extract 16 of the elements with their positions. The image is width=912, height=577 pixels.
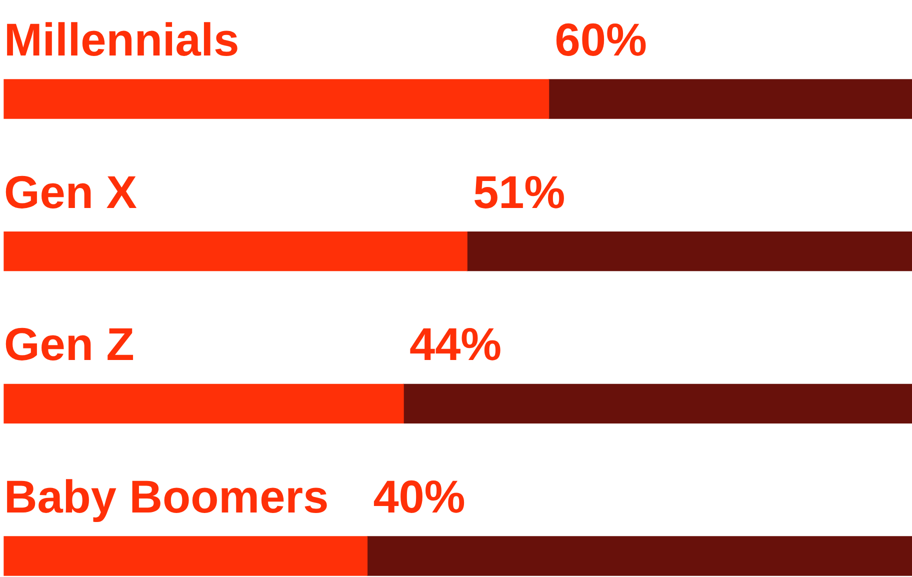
y-tick-label: Gen X [4,166,138,218]
data-label: 40% [373,470,466,522]
bar [4,232,468,272]
y-tick-label: Millennials [4,14,240,66]
bar [4,384,404,424]
bar [4,79,550,119]
bar [403,384,912,424]
bar [366,536,912,576]
bar [4,536,368,576]
data-label: 60% [554,14,647,66]
y-tick-label: Baby Boomers [4,470,329,522]
y-tick-label: Gen Z [4,318,134,370]
data-label: 44% [410,318,502,370]
data-label: 51% [473,166,566,218]
bar [548,79,912,119]
bar [466,232,912,272]
